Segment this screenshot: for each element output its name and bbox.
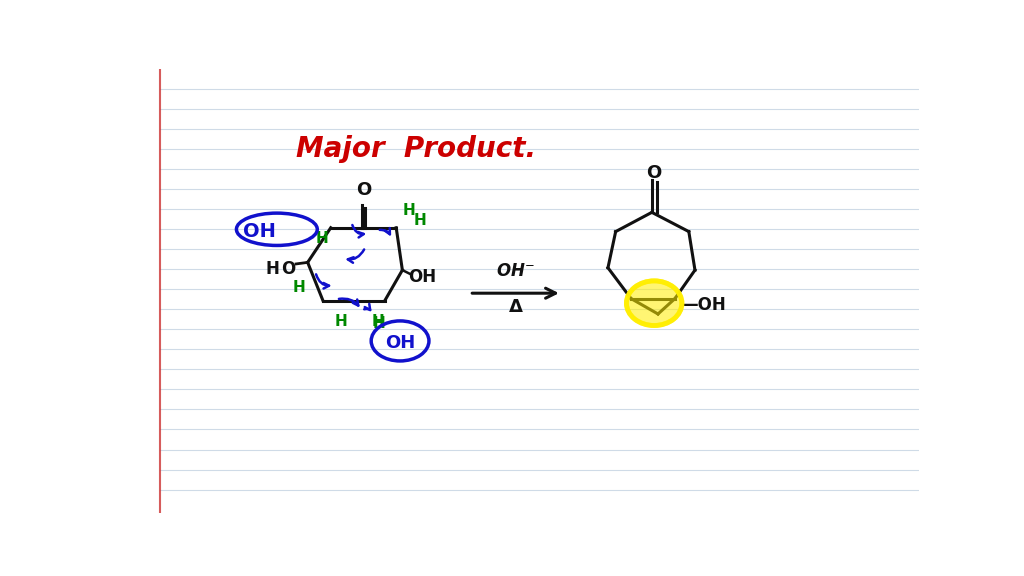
Text: H: H [372, 313, 384, 328]
Text: O: O [646, 164, 662, 181]
Text: Δ: Δ [509, 298, 522, 316]
Text: OH: OH [243, 222, 275, 241]
Text: H: H [335, 313, 347, 328]
Text: OH: OH [385, 334, 415, 353]
Text: Major  Product.: Major Product. [296, 135, 537, 164]
Text: H: H [315, 231, 328, 246]
Ellipse shape [627, 281, 682, 325]
Text: H: H [265, 260, 280, 278]
Text: O: O [281, 260, 295, 278]
Text: OH: OH [408, 268, 436, 286]
Text: O: O [356, 181, 372, 199]
Text: —OH: —OH [681, 295, 726, 314]
Text: H: H [413, 214, 426, 229]
Text: H: H [292, 280, 305, 295]
Text: H: H [373, 316, 386, 331]
Text: H: H [402, 203, 415, 218]
Text: OH$^{-}$: OH$^{-}$ [497, 262, 535, 281]
